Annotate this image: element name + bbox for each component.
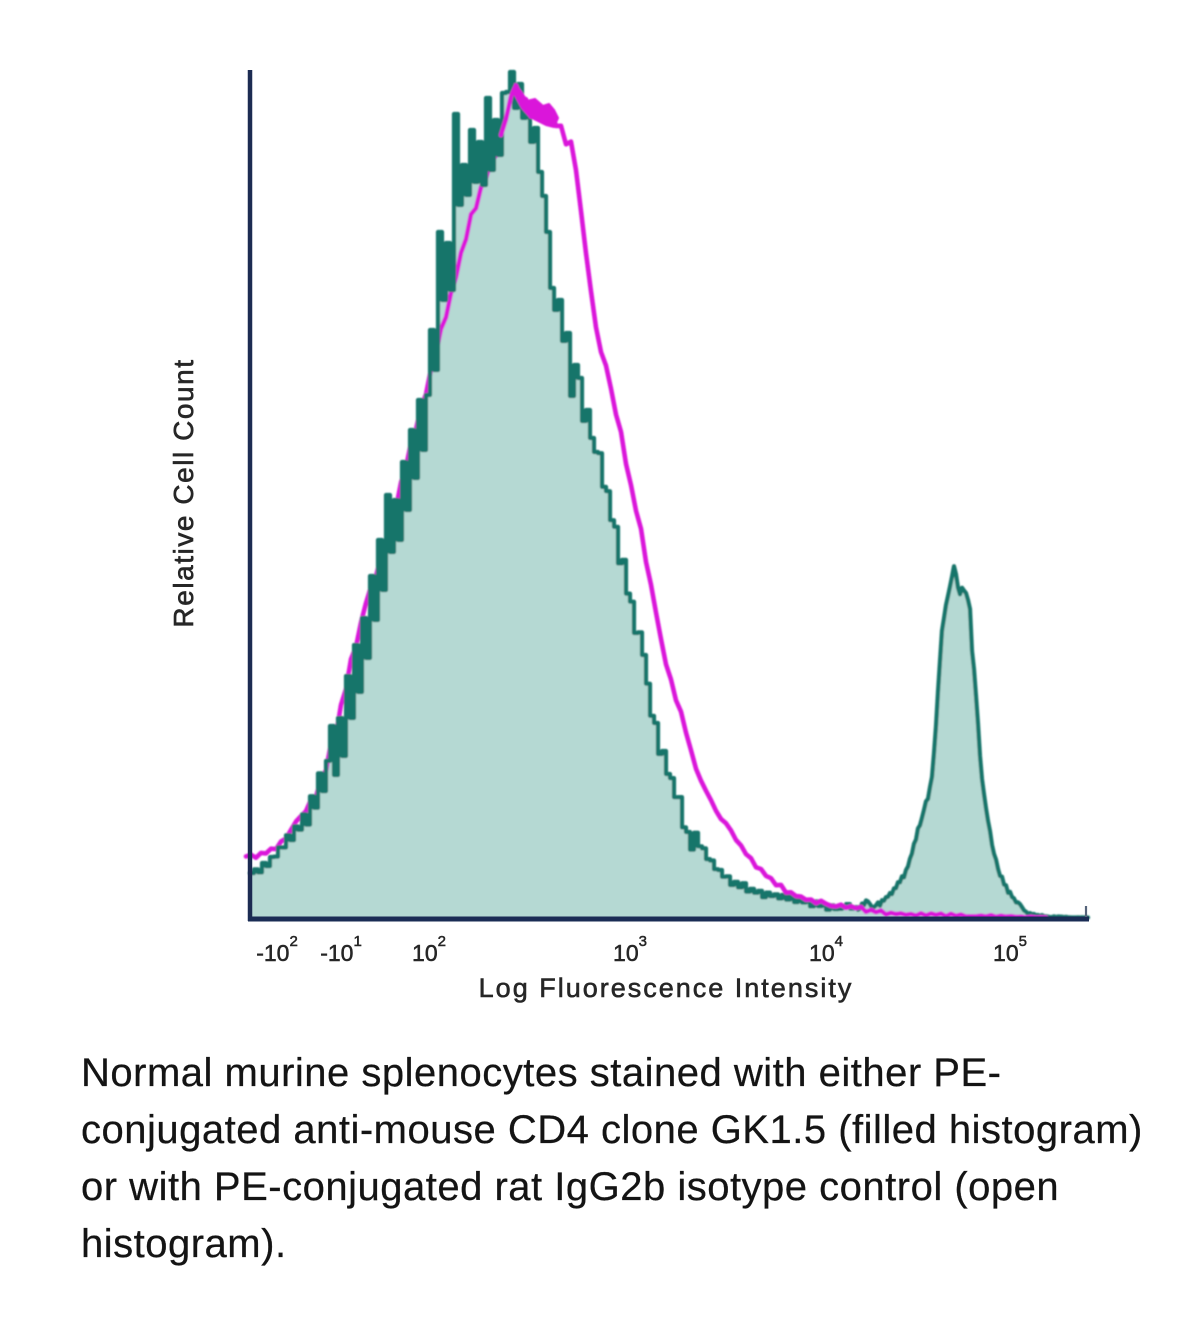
- svg-text:105: 105: [993, 933, 1027, 966]
- svg-text:Log Fluorescence Intensity: Log Fluorescence Intensity: [479, 973, 854, 1003]
- svg-text:104: 104: [809, 933, 843, 966]
- svg-text:-102: -102: [256, 933, 298, 966]
- svg-text:-101: -101: [320, 933, 362, 966]
- svg-text:Relative Cell Count: Relative Cell Count: [168, 358, 199, 627]
- svg-text:103: 103: [613, 933, 647, 966]
- svg-text:102: 102: [412, 933, 446, 966]
